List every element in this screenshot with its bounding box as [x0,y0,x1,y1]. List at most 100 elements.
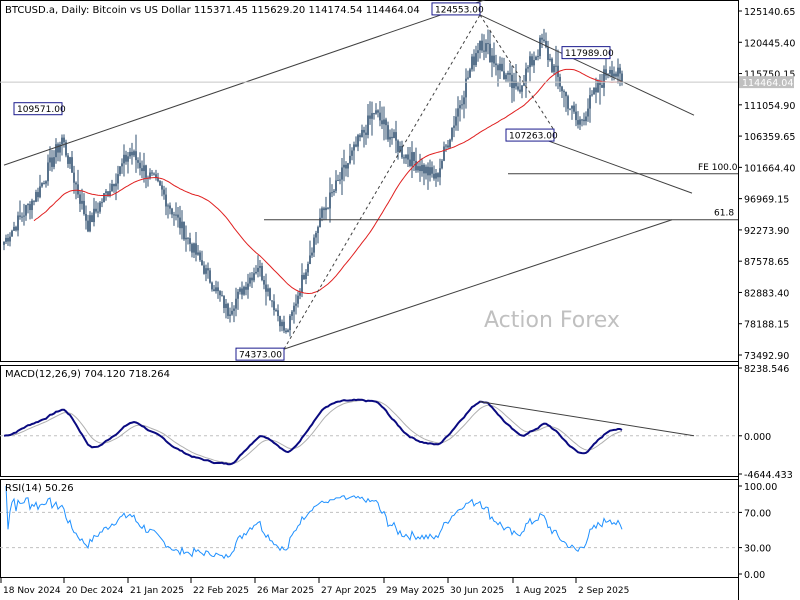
candle-body [467,77,469,79]
moving-average-line [33,68,623,295]
candle-body [239,288,241,292]
candle-body [233,308,235,311]
candle-body [601,85,603,88]
candle-body [253,273,255,281]
channel-lower-line [283,219,673,350]
candle-body [257,267,259,272]
candle-body [283,321,285,331]
candle-body [289,315,291,331]
channel-upper-line [3,0,486,166]
candle-body [339,179,341,181]
candle-body [249,277,251,284]
candle-body [573,105,575,112]
candle-body [377,110,379,113]
candle-body [583,119,585,122]
candle-body [169,205,171,209]
candle-body [31,200,33,211]
candle-body [535,56,537,61]
overlay-lines [0,0,738,350]
candle-body [179,217,181,229]
annotations: FE 100.0 61.8 109571.00 74373.00 124553.00 10… [13,2,738,361]
candle-body [67,155,69,164]
candle-body [451,127,453,140]
candle-body [61,137,63,145]
candle-body [261,266,263,280]
candle-body [369,115,371,119]
candle-body [523,83,525,86]
candle-body [577,120,579,125]
candle-body [335,180,337,191]
price-tick-label: 120445.40 [744,38,795,49]
candle-body [613,73,615,77]
candle-body [449,139,451,148]
candle-body [569,108,571,110]
candle-body [513,80,515,89]
candle-body [327,207,329,209]
candle-body [521,85,523,92]
candle-body [581,119,583,121]
x-tick-label: 21 Jan 2025 [130,586,184,596]
candle-body [115,183,117,187]
candle-body [619,67,621,74]
candle-body [213,289,215,292]
candle-body [505,74,507,80]
candle-body [515,80,517,87]
candle-body [319,217,321,228]
candle-body [591,94,593,96]
macd-header: MACD(12,26,9) 704.120 718.264 [5,369,170,380]
candle-body [171,208,173,215]
candle-body [395,132,397,141]
candle-body [469,69,471,78]
candle-body [375,110,377,114]
candle-body [167,205,169,207]
macd-series: 8238.546 0.000 -4644.433 [0,364,793,481]
candle-body [149,172,151,178]
candle-body [297,295,299,304]
candle-body [511,74,513,89]
candle-body [485,43,487,52]
rsi-tick-label: 70.00 [744,508,771,519]
candle-body [65,142,67,156]
candle-body [415,160,417,171]
candle-body [337,180,339,182]
candle-body [245,286,247,290]
candle-body [351,150,353,156]
swing-projection-line [283,14,481,350]
candle-body [293,305,295,312]
candle-body [99,202,101,212]
candle-body [83,200,85,215]
candle-body [291,311,293,316]
candle-body [571,105,573,109]
candle-body [177,214,179,218]
candle-body [141,168,143,172]
candle-body [325,207,327,211]
candle-body [565,91,567,97]
candle-body [473,56,475,66]
candle-body [455,116,457,126]
candle-body [63,137,65,143]
candle-body [407,154,409,160]
candle-body [73,172,75,183]
candle-body [243,286,245,295]
price-annotation-box [431,2,481,16]
candle-body [39,186,41,198]
candle-body [117,174,119,184]
candle-body [45,181,47,184]
candle-body [55,144,57,158]
candle-body [393,132,395,139]
candle-body [481,40,483,51]
candle-body [425,166,427,174]
candle-body [295,303,297,306]
candle-body [537,56,539,58]
candle-body [541,37,543,40]
candle-body [593,87,595,95]
candle-body [217,287,219,292]
candle-body [323,208,325,211]
candle-body [195,243,197,255]
candle-body [551,58,553,72]
candle-body [419,166,421,172]
candle-body [471,56,473,70]
macd-signal-line [3,399,623,464]
candle-body [461,104,463,106]
candle-body [17,215,19,231]
